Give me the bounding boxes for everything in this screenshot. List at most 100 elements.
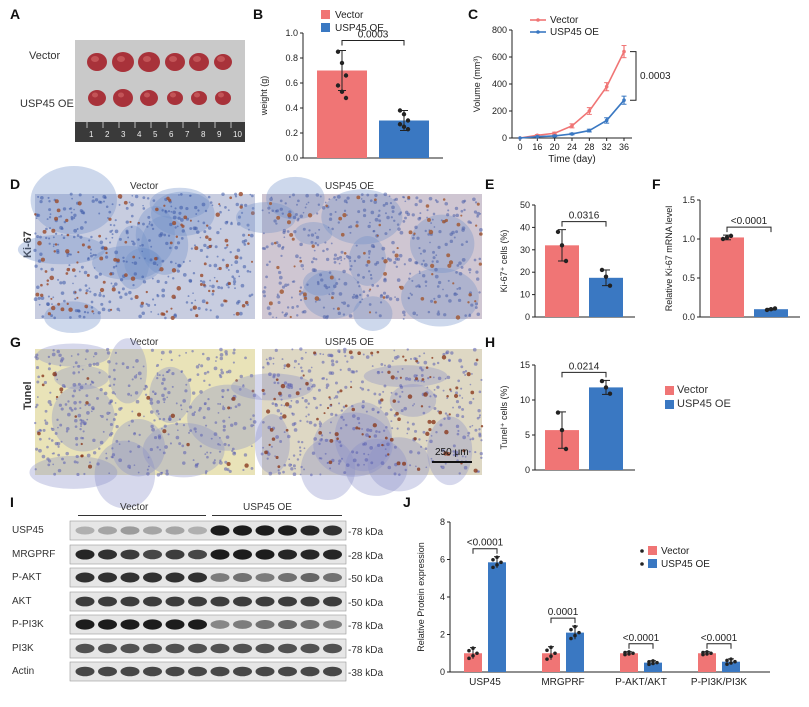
nucleus [363,463,365,466]
data-point [604,84,609,89]
nucleus [425,284,427,287]
nucleus [343,209,347,213]
nucleus [310,240,314,244]
blot-band [233,548,252,560]
nucleus [235,301,240,305]
nucleus [409,464,412,467]
stained-nucleus [286,363,291,368]
nucleus [324,438,329,442]
nucleus [313,397,317,401]
stained-nucleus [425,204,430,208]
nucleus [390,420,393,423]
nucleus [345,254,349,258]
nucleus [89,290,92,293]
stained-nucleus [269,201,273,206]
nucleus [121,287,125,291]
nucleus [149,258,153,262]
nucleus [426,386,429,389]
blot-band [255,666,275,677]
nucleus [195,213,198,215]
blot-band [255,620,275,629]
nucleus [396,223,400,226]
nucleus [211,204,214,207]
row-label-vector: Vector [29,50,61,62]
nucleus [349,231,352,234]
nucleus [60,440,63,443]
nucleus [467,431,471,435]
nucleus [365,355,370,359]
nucleus [118,443,121,446]
nucleus [221,388,225,393]
nucleus [248,228,250,231]
y-tick-label: 5 [525,430,530,440]
nucleus [219,210,222,214]
nucleus [409,292,412,295]
stained-nucleus [74,415,78,418]
nucleus [72,383,77,387]
nucleus [118,237,122,241]
stained-nucleus [235,311,240,316]
stained-nucleus [466,372,471,377]
nucleus [329,212,333,216]
nucleus [331,291,335,296]
nucleus [152,261,157,266]
nucleus [58,353,62,358]
nucleus [384,212,387,215]
nucleus [424,447,428,451]
micrograph-oe-tunel [230,347,484,501]
blot-kda-marker: -78 kDa [348,621,384,632]
nucleus [65,426,70,431]
nucleus [219,204,221,207]
nucleus [250,445,253,448]
nucleus [92,362,96,366]
legend-swatch-usp45-oe [648,559,657,568]
stained-nucleus [474,300,477,303]
nucleus [279,412,283,415]
x-tick-label: MRGPRF [541,677,584,688]
data-point [587,128,592,133]
tumor-oe [191,91,207,105]
nucleus [336,256,340,261]
nucleus [314,300,317,303]
nucleus [167,210,171,213]
nucleus [46,457,50,461]
nucleus [458,394,461,397]
nucleus [276,373,281,377]
nucleus [290,296,293,299]
nucleus [299,298,303,302]
nucleus [79,407,82,410]
nucleus [98,200,102,204]
nucleus [427,377,430,380]
stained-nucleus [448,260,454,265]
nucleus [233,421,238,426]
nucleus [156,446,159,449]
nucleus [443,313,447,317]
data-point [467,648,471,653]
stained-nucleus [276,215,281,220]
stained-nucleus [145,290,148,294]
nucleus [168,350,173,354]
nucleus [114,250,119,255]
nucleus [423,352,426,355]
stained-nucleus [102,280,106,284]
nucleus [142,196,146,200]
nucleus [316,212,319,215]
nucleus [167,433,170,436]
stained-nucleus [54,216,59,221]
nucleus [174,207,177,210]
nucleus [54,431,58,435]
stained-nucleus [113,257,118,262]
nucleus [290,399,293,402]
data-point [535,134,540,139]
nucleus [105,205,109,208]
nucleus [358,285,361,288]
stained-nucleus [282,414,287,419]
nucleus [150,223,154,227]
nucleus [328,271,332,274]
nucleus [77,382,81,386]
nucleus [265,275,268,279]
nucleus [132,366,135,369]
nucleus [131,410,134,413]
stained-nucleus [449,388,452,391]
